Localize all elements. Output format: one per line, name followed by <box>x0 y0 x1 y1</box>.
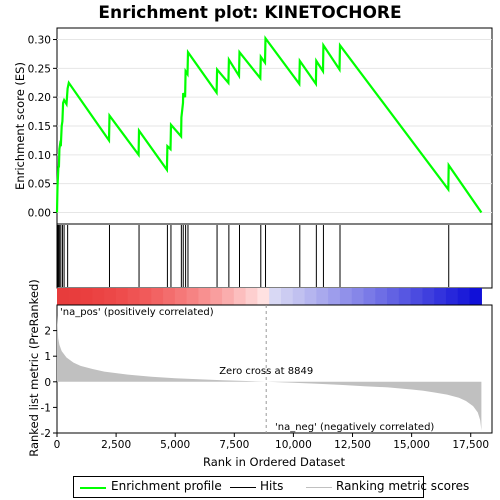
metric-plot-frame <box>56 304 493 434</box>
color-bar-segment <box>292 288 306 305</box>
color-bar-segment <box>328 288 341 305</box>
color-bar-segment <box>457 288 471 305</box>
color-bar-segment <box>80 288 93 305</box>
color-bar-segment <box>186 288 200 305</box>
color-bar-segment <box>151 288 164 305</box>
es-gridlines <box>57 39 492 213</box>
es-y-ticks: 0.00 0.05 0.10 0.15 0.20 0.25 0.30 <box>28 35 57 219</box>
legend: Enrichment profile Hits Ranking metric s… <box>73 476 469 498</box>
legend-hits-label: Hits <box>260 479 284 493</box>
color-bar-segment <box>316 288 329 305</box>
x-tick-label: 17,500 <box>452 439 489 451</box>
metric-y-tick-label: -1 <box>41 402 51 414</box>
es-y-tick-label: 0.30 <box>28 35 51 47</box>
color-bar-segment <box>445 288 459 305</box>
x-tick-label: 0 <box>54 439 61 451</box>
color-bar-segment <box>139 288 152 305</box>
metric-x-ticks: 0 2,500 5,000 7,500 10,000 12,500 15,000 17,500 <box>54 433 489 451</box>
color-bar-segment <box>434 288 447 305</box>
color-bar-segment <box>245 288 258 305</box>
color-bar-segment <box>351 288 365 305</box>
metric-y-tick-label: 2 <box>44 326 51 338</box>
legend-hits-swatch <box>230 487 256 488</box>
x-tick-label: 7,500 <box>219 439 249 451</box>
color-bar-segment <box>269 288 282 305</box>
hits-panel-frame <box>56 223 493 289</box>
legend-enrichment-label: Enrichment profile <box>111 479 222 493</box>
legend-metric-swatch <box>306 487 332 488</box>
color-bar-segment <box>174 288 188 305</box>
color-bar-segment <box>410 288 424 305</box>
color-bar-segment <box>233 288 247 305</box>
color-bar-segment <box>222 288 235 305</box>
metric-y-ticks: -2 -1 0 1 2 <box>41 326 57 440</box>
color-bar-segment <box>68 288 82 305</box>
metric-y-tick-label: 1 <box>44 351 51 363</box>
x-tick-label: 2,500 <box>101 439 131 451</box>
es-y-tick-label: 0.25 <box>28 63 51 75</box>
color-bar-segment <box>469 288 482 305</box>
color-bar-segment <box>210 288 223 305</box>
es-y-tick-label: 0.20 <box>28 92 51 104</box>
color-bar-segment <box>280 288 294 305</box>
es-y-tick-label: 0.05 <box>28 179 51 191</box>
metric-y-axis-label: Ranked list metric (PreRanked) <box>27 279 41 457</box>
color-bar-segment <box>375 288 388 305</box>
hit-markers <box>56 225 450 287</box>
color-bar-segment <box>92 288 105 305</box>
metric-y-tick-label: -2 <box>41 428 51 440</box>
zero-cross-label: Zero cross at 8849 <box>219 366 313 377</box>
chart-title: Enrichment plot: KINETOCHORE <box>98 3 401 23</box>
color-bar-segment <box>57 288 70 305</box>
color-bar-segment <box>163 288 176 305</box>
es-y-tick-label: 0.00 <box>28 207 51 219</box>
positive-correlation-label: 'na_pos' (positively correlated) <box>60 307 214 318</box>
color-bar-segment <box>304 288 317 305</box>
x-tick-label: 10,000 <box>275 439 312 451</box>
x-axis-label: Rank in Ordered Dataset <box>203 455 346 469</box>
es-y-tick-label: 0.15 <box>28 121 51 133</box>
color-bar-segment <box>127 288 141 305</box>
es-y-axis-label: Enrichment score (ES) <box>13 62 27 190</box>
metric-y-tick-label: 0 <box>44 377 51 389</box>
ranking-color-bar <box>57 288 482 305</box>
legend-metric-label: Ranking metric scores <box>336 479 470 493</box>
x-tick-label: 12,500 <box>334 439 371 451</box>
x-tick-label: 15,000 <box>393 439 430 451</box>
color-bar-segment <box>104 288 117 305</box>
es-y-tick-label: 0.10 <box>28 150 51 162</box>
color-bar-segment <box>115 288 129 305</box>
color-bar-segment <box>387 288 400 305</box>
color-bar-segment <box>422 288 435 305</box>
negative-correlation-label: 'na_neg' (negatively correlated) <box>275 422 434 433</box>
color-bar-segment <box>257 288 270 305</box>
color-bar-segment <box>339 288 353 305</box>
color-bar-segment <box>198 288 211 305</box>
x-tick-label: 5,000 <box>160 439 190 451</box>
enrichment-profile-line <box>55 35 483 214</box>
color-bar-segment <box>363 288 376 305</box>
color-bar-segment <box>398 288 412 305</box>
legend-enrichment-swatch <box>80 487 106 489</box>
